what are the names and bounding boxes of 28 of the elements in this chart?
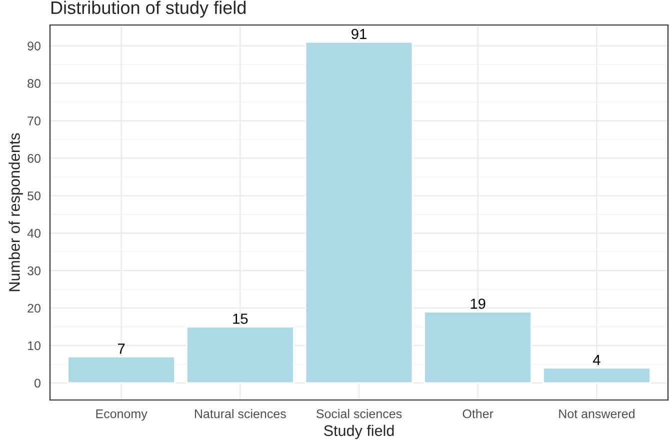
bar — [542, 367, 651, 384]
bar — [67, 356, 176, 384]
y-tick-label: 20 — [28, 304, 40, 313]
x-tick-label: Not answered — [559, 409, 634, 418]
data-label: 4 — [592, 354, 600, 365]
x-tick-label: Other — [462, 409, 494, 418]
y-tick-label: 10 — [28, 341, 40, 350]
data-label: 7 — [118, 344, 125, 354]
bar — [424, 311, 532, 384]
y-tick-label: 0 — [34, 378, 40, 388]
y-tick-label: 30 — [28, 266, 40, 276]
y-tick-label: 70 — [28, 116, 40, 126]
x-axis-title: Study field — [324, 424, 394, 440]
y-tick-label: 40 — [27, 228, 40, 238]
y-tick-label: 90 — [28, 42, 40, 50]
y-tick-label: 50 — [28, 191, 40, 200]
chart-title: Distribution of study field — [51, 0, 246, 18]
bar — [304, 41, 414, 384]
bar — [186, 326, 294, 384]
x-tick-label: Social sciences — [316, 409, 402, 418]
y-axis-title: Number of respondents — [8, 133, 23, 292]
y-tick-label: 60 — [28, 154, 40, 163]
y-tick-label: 80 — [28, 79, 40, 88]
data-label: 91 — [352, 28, 366, 40]
x-tick-label: Economy — [96, 409, 148, 421]
data-label: 15 — [233, 314, 248, 324]
data-label: 19 — [470, 298, 486, 309]
x-tick-label: Natural sciences — [194, 409, 286, 418]
